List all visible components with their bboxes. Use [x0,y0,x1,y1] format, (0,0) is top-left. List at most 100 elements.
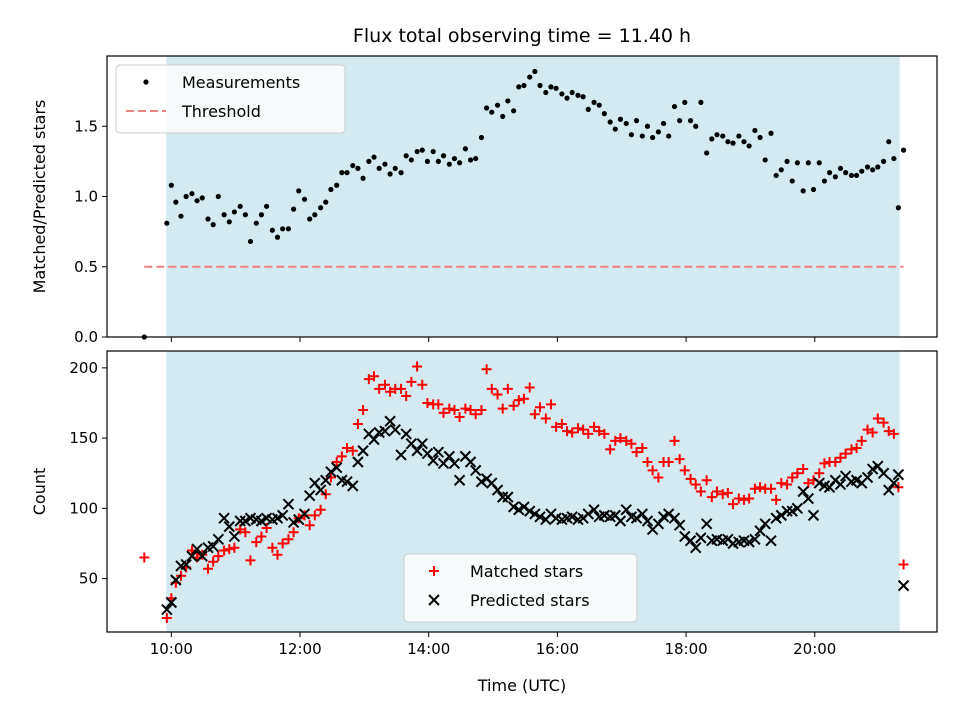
measurement-point [376,165,382,171]
matched-star-point [835,452,846,463]
legend-marker [143,79,149,85]
matched-star-point [433,399,444,410]
predicted-star-point [416,438,428,450]
measurement-point [173,199,179,205]
matched-star-point [615,433,626,444]
measurement-point [355,165,361,171]
measurement-point [666,133,672,139]
measurement-point [467,157,474,163]
matched-star-point [497,403,508,414]
predicted-star-point [464,456,477,468]
matched-star-point [701,475,712,486]
matched-star-point [711,486,722,497]
predicted-star-point [180,558,192,571]
matched-star-point [256,531,267,542]
matched-star-point [251,537,262,548]
measurement-point [242,212,248,218]
matched-star-point [336,451,347,462]
predicted-star-point [196,550,208,562]
measurement-point [671,103,678,110]
matched-star-point [540,413,551,424]
measurement-point [580,94,586,100]
measurement-point [789,178,795,184]
predicted-star-point [588,504,600,516]
matched-star-point [267,542,278,553]
predicted-star-point [775,509,788,522]
matched-star-point [830,456,841,467]
measurement-point [826,170,833,176]
predicted-star-point [314,484,327,496]
matched-star-point [771,494,782,505]
measurement-point [875,164,881,170]
measurement-point [205,216,211,222]
matched-star-point [161,612,172,623]
measurement-point [596,102,602,108]
matched-star-point [309,510,320,521]
measurement-point [323,199,329,205]
measurement-point [553,85,559,91]
measurement-point [784,158,790,164]
measurement-point [900,147,907,153]
x-tick-label: 20:00 [793,640,836,658]
predicted-star-point [695,532,707,544]
measurement-point [511,108,517,114]
chart-title: Flux total observing time = 11.40 h [353,25,691,47]
matched-star-point [798,464,809,475]
bottom-panel: 10:00 12:00 14:00 16:00 18:00 20:00 50 100 150 2… [30,350,938,695]
matched-star-point [481,364,492,375]
measurement-point [859,168,865,174]
measurement-point [548,84,554,90]
measurement-point [848,172,855,179]
predicted-star-point [379,425,391,437]
predicted-star-point [892,468,905,481]
measurement-point [301,196,308,202]
measurement-point [164,220,170,226]
matched-star-point [578,424,589,435]
predicted-star-point [191,543,203,555]
matched-star-point [513,395,524,406]
measurement-point [221,212,227,218]
matched-star-point [341,442,352,453]
matched-star-point [385,386,396,397]
matched-star-point [744,493,755,504]
measurement-point [269,227,275,233]
x-tick-label: 16:00 [536,640,579,658]
predicted-star-point [690,541,702,554]
measurement-point [762,157,768,163]
measurement-point [189,191,195,197]
predicted-star-point [797,485,809,498]
measurement-point [274,234,281,240]
matched-star-point [460,403,471,414]
predicted-star-point [400,428,412,440]
matched-star-point [840,448,851,459]
measurement-point [778,167,784,173]
y-tick-label: 1.5 [74,117,98,135]
measurement-point [843,170,849,176]
matched-star-point [637,442,648,453]
predicted-star-point [765,534,777,547]
predicted-star-point [218,512,230,524]
measurement-point [532,68,538,75]
matched-star-point [669,435,680,446]
measurement-point [810,186,817,193]
measurement-point [805,160,811,166]
matched-star-point [679,465,690,476]
predicted-star-point [427,454,439,467]
measurement-point [215,193,221,200]
measurement-point [446,161,452,167]
matched-star-point [422,397,433,408]
measurement-point [682,99,688,105]
matched-star-point [631,447,642,458]
measurement-point [521,82,527,89]
x-axis-label: Time (UTC) [477,676,566,695]
measurement-point [387,171,393,177]
measurement-point [505,98,511,104]
predicted-star-point [534,511,546,523]
measurement-point [537,82,543,89]
measurement-point [698,99,704,105]
predicted-star-point [502,491,514,503]
predicted-star-point [883,484,895,496]
predicted-star-point [411,445,423,457]
measurement-point [408,157,414,163]
measurement-point [768,130,774,136]
